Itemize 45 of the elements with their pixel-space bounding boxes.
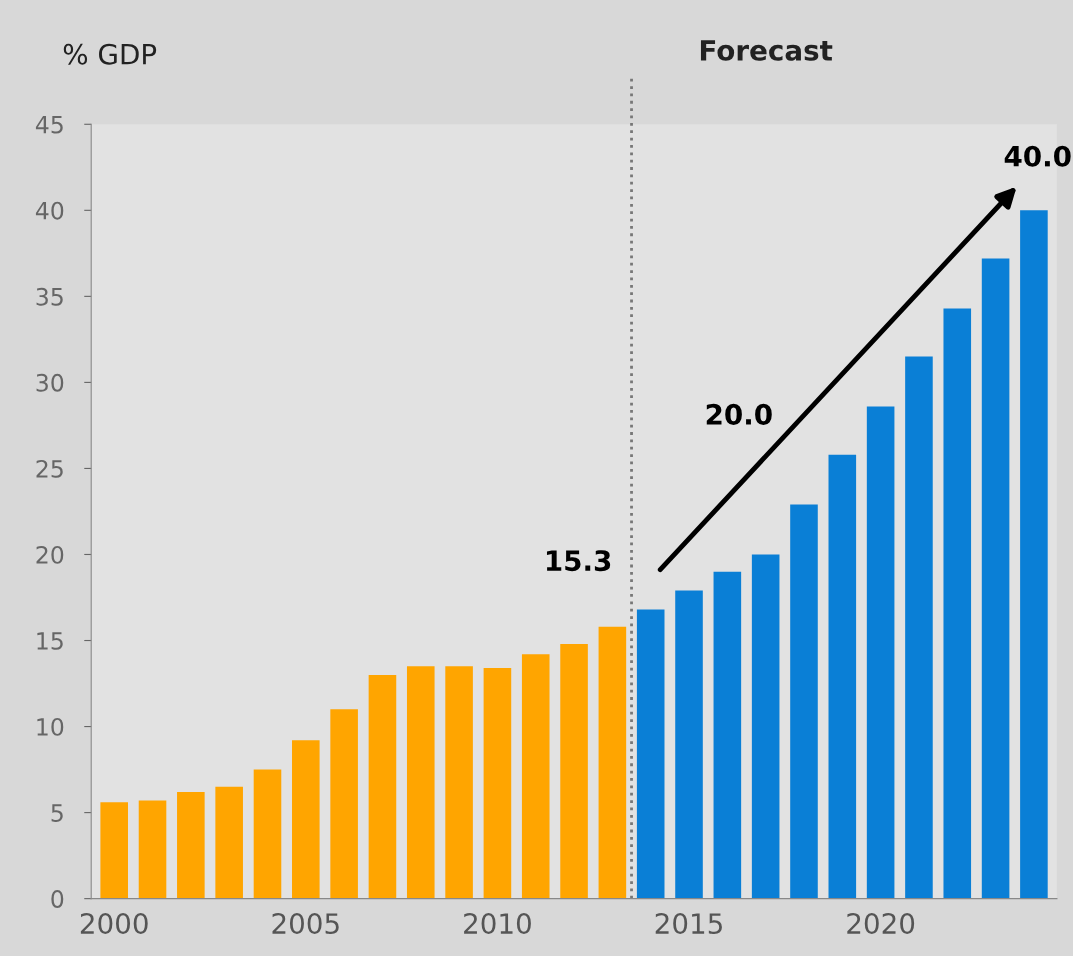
y-tick-label: 35 [36,287,63,306]
bar [330,709,358,899]
y-tick-label: 20 [36,545,64,564]
y-tick-label: 25 [36,459,63,478]
x-tick-label: 2020 [847,913,915,935]
bar [100,802,128,899]
bar [751,554,780,899]
bar [445,666,473,899]
bar [866,406,895,899]
bar [483,668,512,899]
x-tick-label: 2010 [464,913,531,935]
x-tick-label: 2000 [80,913,148,935]
annotation: 20.0 [706,403,772,425]
y-tick-label: 10 [37,718,64,736]
bar [981,258,1010,899]
bar [253,769,282,899]
annotation: 40.0 [1004,145,1071,167]
y-tick-label: 45 [35,116,63,134]
annotation: 15.3 [546,550,611,572]
y-axis-title: % GDP [63,43,157,65]
bar [905,356,933,899]
bar [713,571,742,899]
bar [292,740,320,899]
bar [138,800,167,899]
bar [177,791,205,899]
bar [675,590,703,899]
x-tick-label: 2015 [655,913,722,935]
y-tick-label: 15 [37,632,63,650]
bar [560,643,588,899]
y-tick-label: 30 [36,373,64,392]
bar [636,609,665,899]
bar [368,674,397,899]
x-tick-label: 2005 [272,913,339,935]
bar [215,786,243,899]
y-tick-label: 0 [51,890,64,908]
bar [598,626,627,899]
y-tick-label: 5 [51,804,63,822]
bar [1020,210,1048,899]
bar [406,666,435,899]
bar [828,454,857,899]
y-tick-label: 40 [35,201,64,220]
bar [790,504,818,899]
bar [943,308,972,899]
bar [521,654,550,899]
ref-line-label: Forecast [700,40,833,61]
